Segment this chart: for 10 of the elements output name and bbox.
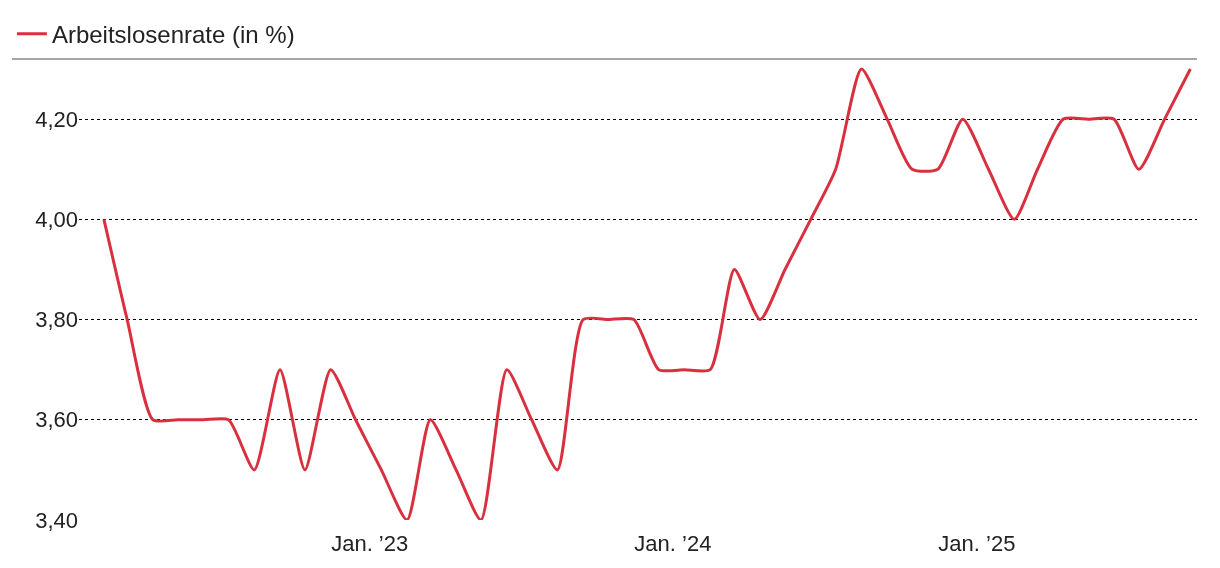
- legend-label: Arbeitslosenrate (in %): [51, 21, 295, 49]
- y-tick-label: 3,60: [35, 407, 78, 433]
- y-tick-label: 4,00: [35, 207, 78, 233]
- x-tick-label: Jan. ’24: [634, 531, 712, 556]
- y-tick-label: 3,80: [35, 307, 78, 333]
- y-tick-label: 3,40: [35, 507, 78, 533]
- x-tick-label: Jan. ’25: [938, 531, 1016, 556]
- y-tick-label: 4,20: [35, 106, 78, 132]
- line-series: [102, 67, 1192, 520]
- x-tick-label: Jan. ’23: [331, 531, 409, 556]
